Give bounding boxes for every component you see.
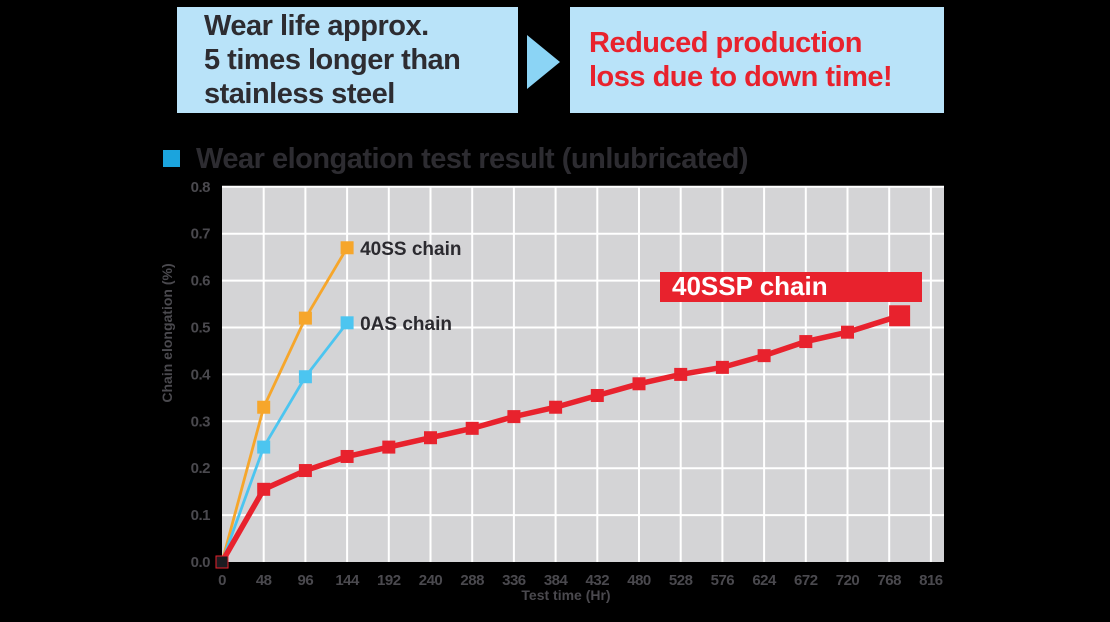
data-point	[424, 431, 437, 445]
y-tick-label: 0.1	[191, 507, 211, 524]
data-point	[799, 335, 813, 349]
series-0as-chain: 0AS chain	[215, 314, 452, 569]
x-tick-label: 144	[335, 572, 360, 589]
data-point	[590, 389, 604, 403]
series-label-0as-chain: 0AS chain	[360, 314, 452, 335]
data-point	[257, 400, 271, 414]
wear-life-line-1: Wear life approx.	[204, 10, 429, 42]
data-point	[340, 241, 354, 255]
series-line	[220, 321, 349, 563]
wear-life-callout: Wear life approx. 5 times longer than st…	[177, 7, 518, 113]
wear-life-line-2: 5 times longer than	[204, 44, 461, 76]
data-point	[298, 370, 312, 384]
data-point	[889, 305, 911, 327]
x-tick-label: 528	[669, 572, 693, 589]
y-tick-label: 0.8	[191, 179, 211, 196]
series-line	[220, 247, 349, 563]
y-tick-labels: 0.0 0.1 0.2 0.3 0.4 0.5 0.6 0.7 0.8	[191, 179, 212, 571]
series-40ssp-chain: 40SSP chain	[215, 271, 922, 569]
production-loss-callout: Reduced production loss due to down time…	[570, 7, 944, 113]
y-tick-label: 0.7	[191, 226, 211, 243]
x-tick-label: 432	[586, 572, 610, 589]
data-point	[298, 311, 312, 325]
series-label-box	[660, 272, 922, 302]
bullet-square-icon	[163, 150, 180, 167]
x-tick-label: 720	[836, 572, 860, 589]
x-tick-label: 480	[627, 572, 651, 589]
data-point	[674, 367, 688, 381]
data-point	[715, 360, 729, 374]
x-tick-label: 576	[711, 572, 735, 589]
series-label-40ssp-chain: 40SSP chain	[672, 271, 828, 301]
data-point	[257, 482, 271, 496]
x-axis-title: Test time (Hr)	[521, 587, 610, 603]
series-label-40ss-chain: 40SS chain	[360, 239, 461, 260]
data-point	[841, 325, 854, 339]
chart-title: Wear elongation test result (unlubricate…	[196, 143, 749, 175]
x-tick-label: 768	[877, 572, 901, 589]
data-point	[549, 400, 563, 414]
y-tick-label: 0.2	[191, 460, 211, 477]
origin-marker	[216, 556, 228, 568]
y-axis-title: Chain elongation (%)	[159, 263, 175, 402]
data-point	[382, 440, 396, 454]
data-point	[340, 449, 354, 463]
wear-life-line-3: stainless steel	[204, 78, 395, 110]
x-tick-label: 192	[377, 572, 401, 589]
y-tick-label: 0.0	[191, 554, 211, 571]
data-point	[757, 349, 771, 363]
y-tick-label: 0.3	[191, 413, 211, 430]
production-loss-line-2: loss due to down time!	[589, 61, 893, 93]
data-point	[507, 410, 521, 424]
data-point	[257, 440, 271, 454]
x-tick-label: 48	[256, 572, 272, 589]
series-40ss-chain: 40SS chain	[215, 239, 461, 569]
data-point	[465, 421, 479, 435]
x-tick-label: 96	[298, 572, 314, 589]
data-point	[632, 377, 646, 391]
x-tick-label: 240	[419, 572, 443, 589]
x-tick-label: 0	[218, 572, 226, 589]
x-tick-label: 288	[460, 572, 484, 589]
wear-elongation-chart: 0 48 96 144 192 240 288 336 384 432 480 528 576 624 67…	[159, 179, 944, 603]
y-tick-label: 0.6	[191, 273, 211, 290]
x-tick-label: 336	[502, 572, 526, 589]
y-tick-label: 0.5	[191, 320, 211, 337]
arrow-right-icon	[527, 35, 560, 89]
x-tick-label: 624	[752, 572, 777, 589]
data-point	[298, 464, 312, 478]
x-tick-label: 672	[794, 572, 818, 589]
x-tick-label: 816	[919, 572, 943, 589]
x-tick-label: 384	[544, 572, 569, 589]
production-loss-line-1: Reduced production	[589, 27, 862, 59]
data-point	[340, 316, 354, 330]
y-tick-label: 0.4	[191, 366, 212, 383]
x-tick-labels: 0 48 96 144 192 240 288 336 384 432 480 528 576 624 67…	[218, 572, 943, 589]
